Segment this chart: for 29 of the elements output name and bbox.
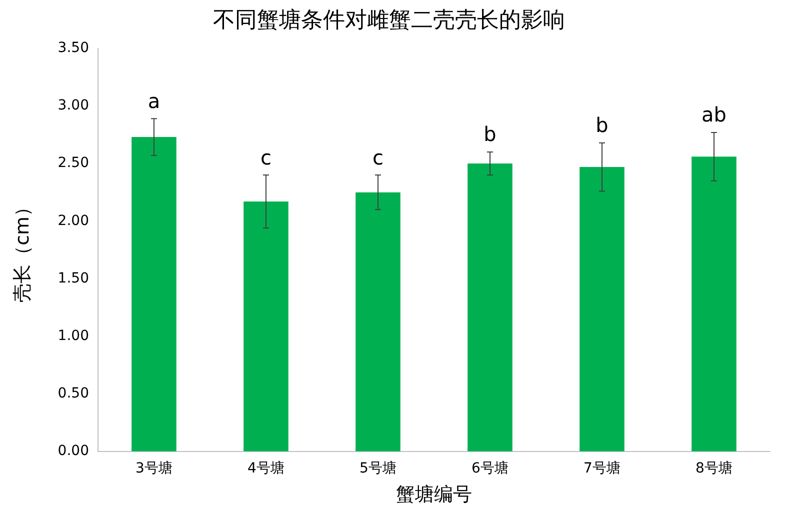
bar (356, 192, 400, 452)
annotation: c (372, 145, 384, 170)
chart-title: 不同蟹塘条件对雌蟹二壳壳长的影响 (213, 8, 565, 33)
y-tick-label: 3.50 (58, 40, 89, 56)
bar (692, 156, 736, 452)
y-tick-label: 1.00 (58, 328, 89, 344)
bar (580, 166, 624, 452)
y-axis-title: 壳长（cm） (11, 197, 34, 302)
y-tick-label: 2.50 (58, 155, 89, 172)
annotation: ab (702, 102, 726, 127)
x-tick-label: 8号塘 (696, 460, 732, 476)
y-tick-label: 2.00 (58, 212, 89, 229)
x-tick-label: 6号塘 (472, 460, 508, 476)
x-tick-label: 5号塘 (360, 460, 396, 476)
y-tick-label: 1.50 (58, 270, 89, 286)
y-tick-label: 3.00 (58, 98, 89, 114)
annotation: a (148, 88, 160, 113)
bar (132, 137, 176, 452)
y-tick-label: 0.00 (58, 443, 89, 460)
x-axis-title: 蟹塘编号 (396, 484, 472, 506)
bar (468, 164, 512, 452)
y-tick-label: 0.50 (58, 385, 89, 402)
x-tick-label: 4号塘 (248, 460, 284, 476)
bar (244, 202, 288, 452)
x-tick-label: 3号塘 (136, 460, 172, 476)
annotation: b (596, 113, 608, 138)
x-tick-label: 7号塘 (584, 460, 620, 476)
annotation: b (484, 122, 496, 146)
annotation: c (260, 145, 272, 170)
